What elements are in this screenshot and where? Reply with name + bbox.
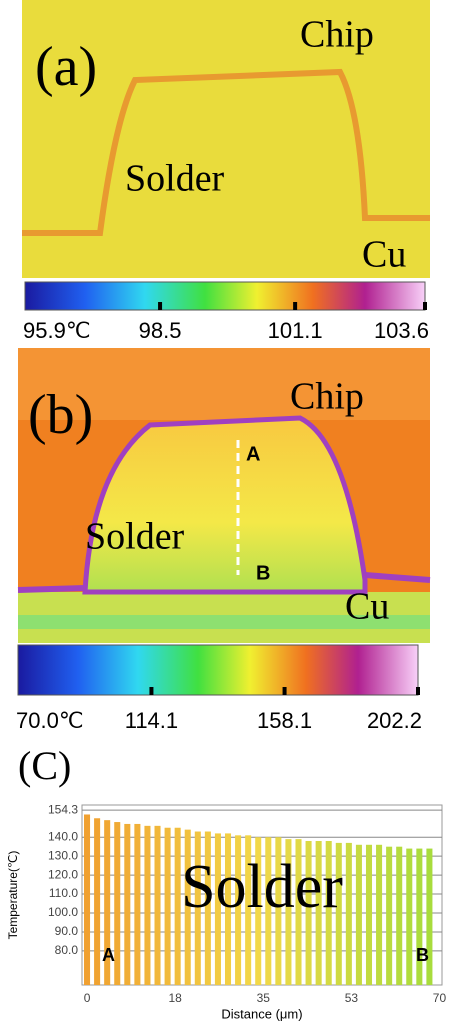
colorbar xyxy=(25,282,425,310)
colorbar-tick-label: 95.9℃ xyxy=(23,318,91,343)
y-tick-label: 154.3 xyxy=(48,802,78,816)
y-tick-label: 140.0 xyxy=(48,829,78,843)
colorbar-tick-label: 158.1 xyxy=(257,708,312,733)
y-tick-label: 80.0 xyxy=(55,943,79,957)
figure: (a) Chip Solder Cu (b) Chip Solder Cu A … xyxy=(0,0,449,1025)
bar xyxy=(356,845,362,985)
colorbar-tick-label: 202.2 xyxy=(367,708,422,733)
bar xyxy=(84,814,90,985)
bar xyxy=(346,843,352,985)
colorbar-tick-label: 114.1 xyxy=(125,708,178,733)
bar xyxy=(386,847,392,985)
end-label: B xyxy=(416,945,429,965)
bar xyxy=(114,822,120,985)
colorbar-tick xyxy=(293,302,297,310)
bar xyxy=(155,826,161,985)
colorbar-tick-label: 70.0℃ xyxy=(16,708,84,733)
point-label: A xyxy=(246,443,260,465)
x-tick-label: 35 xyxy=(257,991,271,1005)
cu-label: Cu xyxy=(362,234,406,276)
chip-label: Chip xyxy=(290,376,364,418)
colorbar xyxy=(18,645,418,695)
colorbar-tick-label: 98.5 xyxy=(139,318,182,343)
panel-label: (b) xyxy=(28,384,93,446)
y-tick-label: 100.0 xyxy=(48,905,78,919)
chip-label: Chip xyxy=(300,14,374,56)
solder-label: Solder xyxy=(125,158,225,200)
bar xyxy=(406,849,412,985)
plot-area: 154.3 140.0 130.0 120.0 110.0 100.0 90.0 80.0 0 1… xyxy=(48,802,447,1005)
y-axis-label: Temperature(℃) xyxy=(6,851,20,940)
y-tick-label: 130.0 xyxy=(48,848,78,862)
y-tick-label: 90.0 xyxy=(55,924,79,938)
panel-label: (a) xyxy=(35,36,97,98)
panel-label: (C) xyxy=(18,743,71,788)
bar xyxy=(165,828,171,985)
x-tick-label: 0 xyxy=(84,991,91,1005)
x-axis-label: Distance (μm) xyxy=(221,1006,302,1021)
start-label: A xyxy=(102,945,115,965)
bar xyxy=(396,847,402,985)
y-tick-label: 110.0 xyxy=(49,886,78,900)
bar xyxy=(175,828,181,985)
x-tick-label: 53 xyxy=(345,991,359,1005)
colorbar-tick xyxy=(423,302,427,310)
point-label: B xyxy=(256,562,270,584)
cu-label: Cu xyxy=(345,586,389,628)
bar xyxy=(144,826,150,985)
colorbar-tick-label: 103.6 xyxy=(374,318,429,343)
bar xyxy=(376,845,382,985)
colorbar-tick xyxy=(158,302,162,310)
colorbar-tick xyxy=(416,687,420,695)
colorbar-tick xyxy=(283,687,287,695)
solder-label: Solder xyxy=(85,516,185,558)
colorbar-tick xyxy=(149,687,153,695)
x-tick-label: 70 xyxy=(433,991,447,1005)
colorbar-tick-label: 101.1 xyxy=(268,318,323,343)
bar xyxy=(366,845,372,985)
bar xyxy=(124,824,130,985)
bar xyxy=(94,818,100,985)
y-tick-label: 120.0 xyxy=(48,867,78,881)
bar xyxy=(134,824,140,985)
annotation: Solder xyxy=(181,853,343,921)
x-tick-label: 18 xyxy=(168,991,182,1005)
